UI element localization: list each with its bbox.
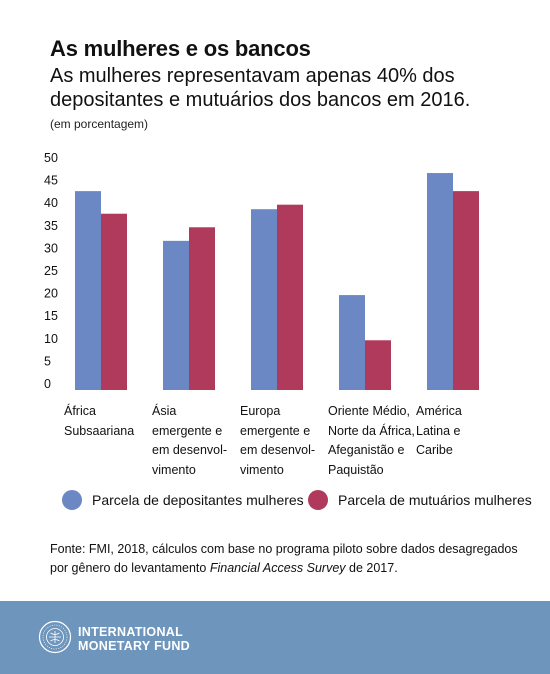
units-label: (em porcentagem) bbox=[50, 117, 149, 131]
bar-borrowers bbox=[453, 191, 479, 390]
bar-depositors bbox=[339, 295, 365, 390]
y-tick-label: 40 bbox=[44, 196, 58, 210]
y-tick-label: 25 bbox=[44, 264, 58, 278]
bar-depositors bbox=[75, 191, 101, 390]
legend-swatch-borrowers bbox=[308, 490, 328, 510]
y-tick-label: 45 bbox=[44, 174, 58, 188]
bar-borrowers bbox=[189, 227, 215, 390]
bar-depositors bbox=[163, 240, 189, 390]
legend-borrowers: Parcela de mutuários mulheres bbox=[308, 490, 532, 510]
x-category-label: África Subsaariana bbox=[64, 404, 135, 438]
y-tick-label: 20 bbox=[44, 287, 58, 301]
footer-bar: INTERNATIONAL MONETARY FUND bbox=[0, 601, 550, 674]
x-category-label: América Latina e Caribe bbox=[416, 404, 462, 457]
bar-depositors bbox=[251, 209, 277, 390]
y-tick-label: 15 bbox=[44, 309, 58, 323]
x-category-label: Oriente Médio, Norte da África, Afeganis… bbox=[328, 404, 415, 477]
org-name-line1: INTERNATIONAL bbox=[78, 625, 184, 639]
legend-label-depositors: Parcela de depositantes mulheres bbox=[92, 492, 304, 508]
source-survey-name: Financial Access Survey bbox=[209, 561, 346, 575]
y-tick-label: 35 bbox=[44, 219, 58, 233]
source-note: Fonte: FMI, 2018, cálculos com base no p… bbox=[50, 540, 530, 578]
bar-depositors bbox=[427, 173, 453, 390]
y-tick-label: 50 bbox=[44, 151, 58, 165]
bar-borrowers bbox=[365, 340, 391, 390]
org-name-line2: MONETARY FUND bbox=[78, 639, 190, 653]
source-prefix: Fonte: FMI, 2018, cálculos com base no p… bbox=[50, 542, 518, 575]
y-tick-label: 30 bbox=[44, 241, 58, 255]
source-suffix: de 2017. bbox=[345, 561, 398, 575]
legend-depositors: Parcela de depositantes mulheres bbox=[62, 490, 304, 510]
y-tick-label: 0 bbox=[44, 377, 51, 391]
x-category-label: Europa emergente e em desenvol- vimento bbox=[240, 404, 316, 477]
org-name: INTERNATIONAL MONETARY FUND bbox=[78, 625, 190, 653]
y-tick-label: 10 bbox=[44, 332, 58, 346]
chart-subtitle: As mulheres representavam apenas 40% dos… bbox=[50, 65, 471, 111]
y-tick-label: 5 bbox=[44, 354, 51, 368]
bar-borrowers bbox=[277, 204, 303, 390]
x-category-label: Ásia emergente e em desenvol- vimento bbox=[152, 404, 228, 477]
legend-swatch-depositors bbox=[62, 490, 82, 510]
chart-title: As mulheres e os bancos bbox=[50, 36, 311, 61]
legend-label-borrowers: Parcela de mutuários mulheres bbox=[338, 492, 532, 508]
imf-seal-icon bbox=[38, 620, 72, 654]
bar-borrowers bbox=[101, 213, 127, 390]
